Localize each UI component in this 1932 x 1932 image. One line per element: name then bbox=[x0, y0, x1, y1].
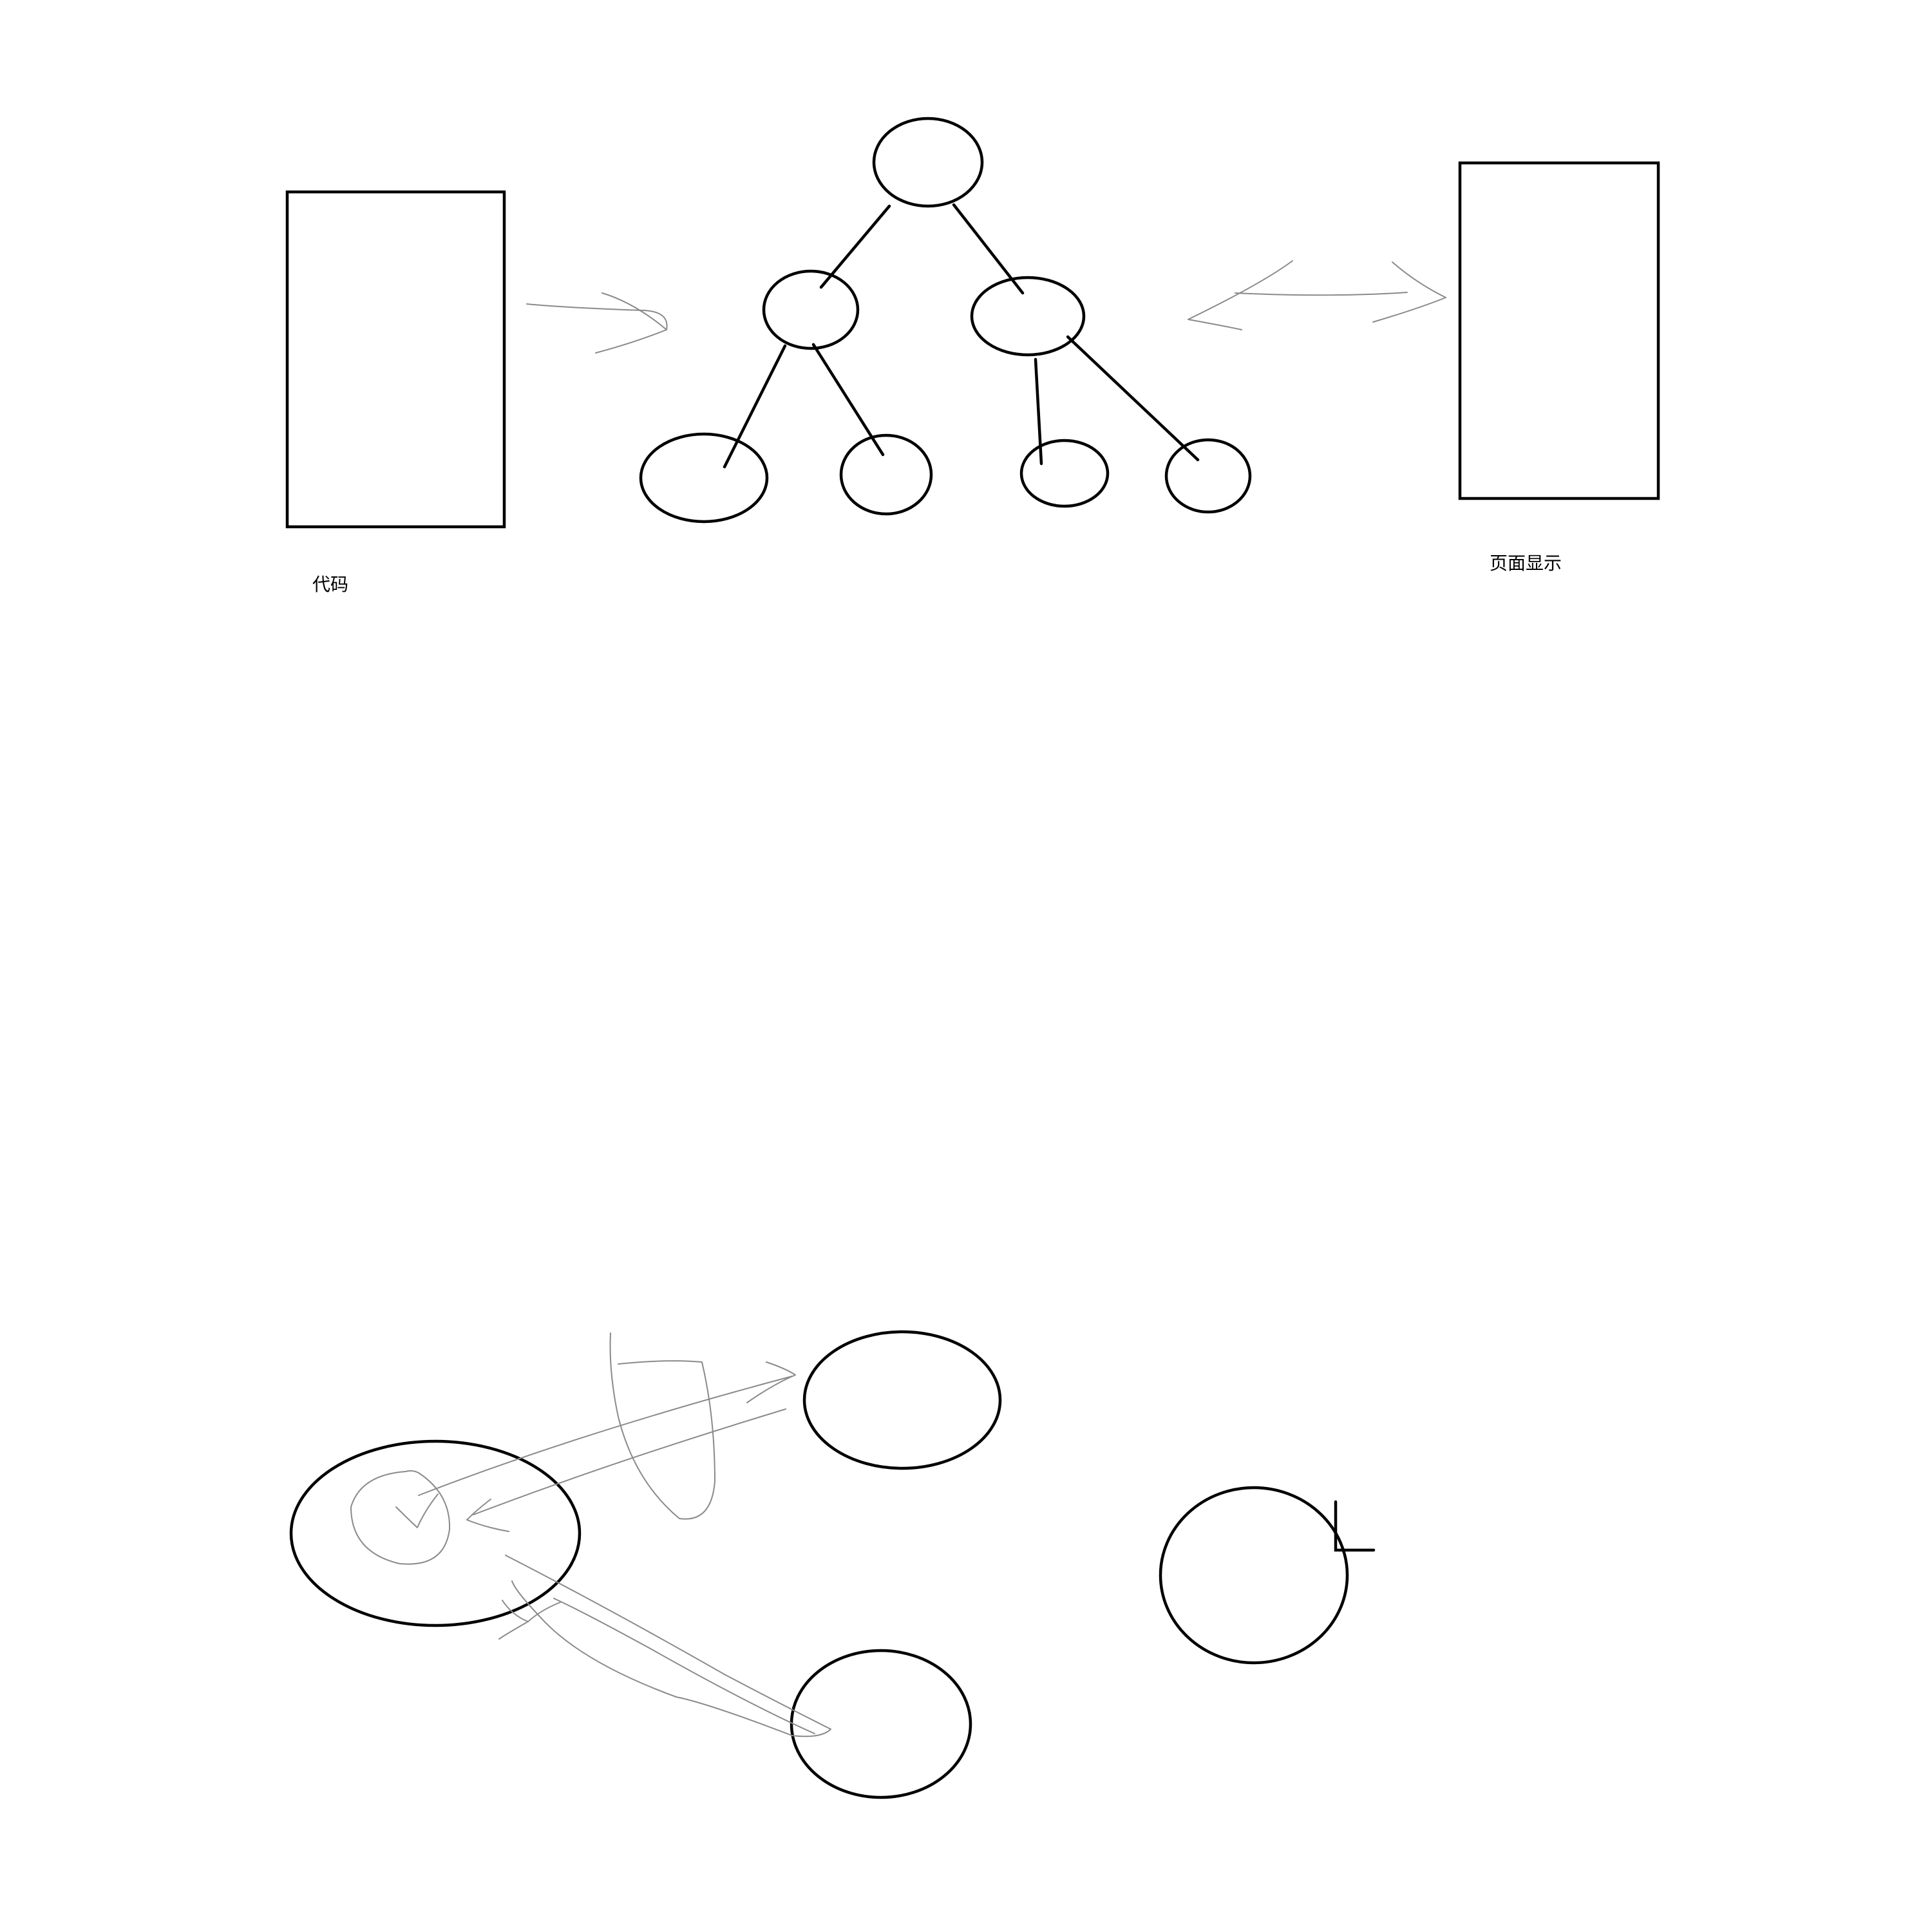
tree-node-root bbox=[872, 117, 984, 208]
code-box bbox=[285, 190, 506, 529]
tree-edge bbox=[1034, 357, 1043, 466]
tree-edge bbox=[723, 344, 787, 469]
tree-node-leaf-4 bbox=[1164, 438, 1252, 514]
page-display-label: 页面显示 bbox=[1490, 553, 1562, 574]
tree-node-leaf-1 bbox=[639, 432, 769, 524]
tree-node-right bbox=[970, 276, 1086, 357]
code-to-tree-arrow bbox=[526, 292, 668, 354]
dom-tree bbox=[639, 117, 1252, 524]
tree-edge bbox=[811, 343, 885, 457]
ellipse-bottom-middle bbox=[790, 1649, 972, 1799]
tree-edge bbox=[1066, 335, 1200, 462]
tree-page-double-arrow bbox=[1188, 260, 1446, 330]
ellipse-top-middle bbox=[802, 1330, 1002, 1470]
code-label: 代码 bbox=[312, 574, 348, 595]
circle-right bbox=[1159, 1486, 1349, 1665]
tree-node-leaf-3 bbox=[1019, 439, 1110, 508]
corner-mark bbox=[1334, 1500, 1376, 1552]
tree-node-left bbox=[762, 269, 860, 350]
page-display-box bbox=[1458, 161, 1660, 500]
tree-edge bbox=[819, 204, 891, 289]
tree-edge bbox=[952, 203, 1025, 295]
tree-node-leaf-2 bbox=[839, 433, 933, 516]
large-ellipse-left bbox=[289, 1439, 582, 1627]
sketch-annotations bbox=[350, 1332, 831, 1738]
